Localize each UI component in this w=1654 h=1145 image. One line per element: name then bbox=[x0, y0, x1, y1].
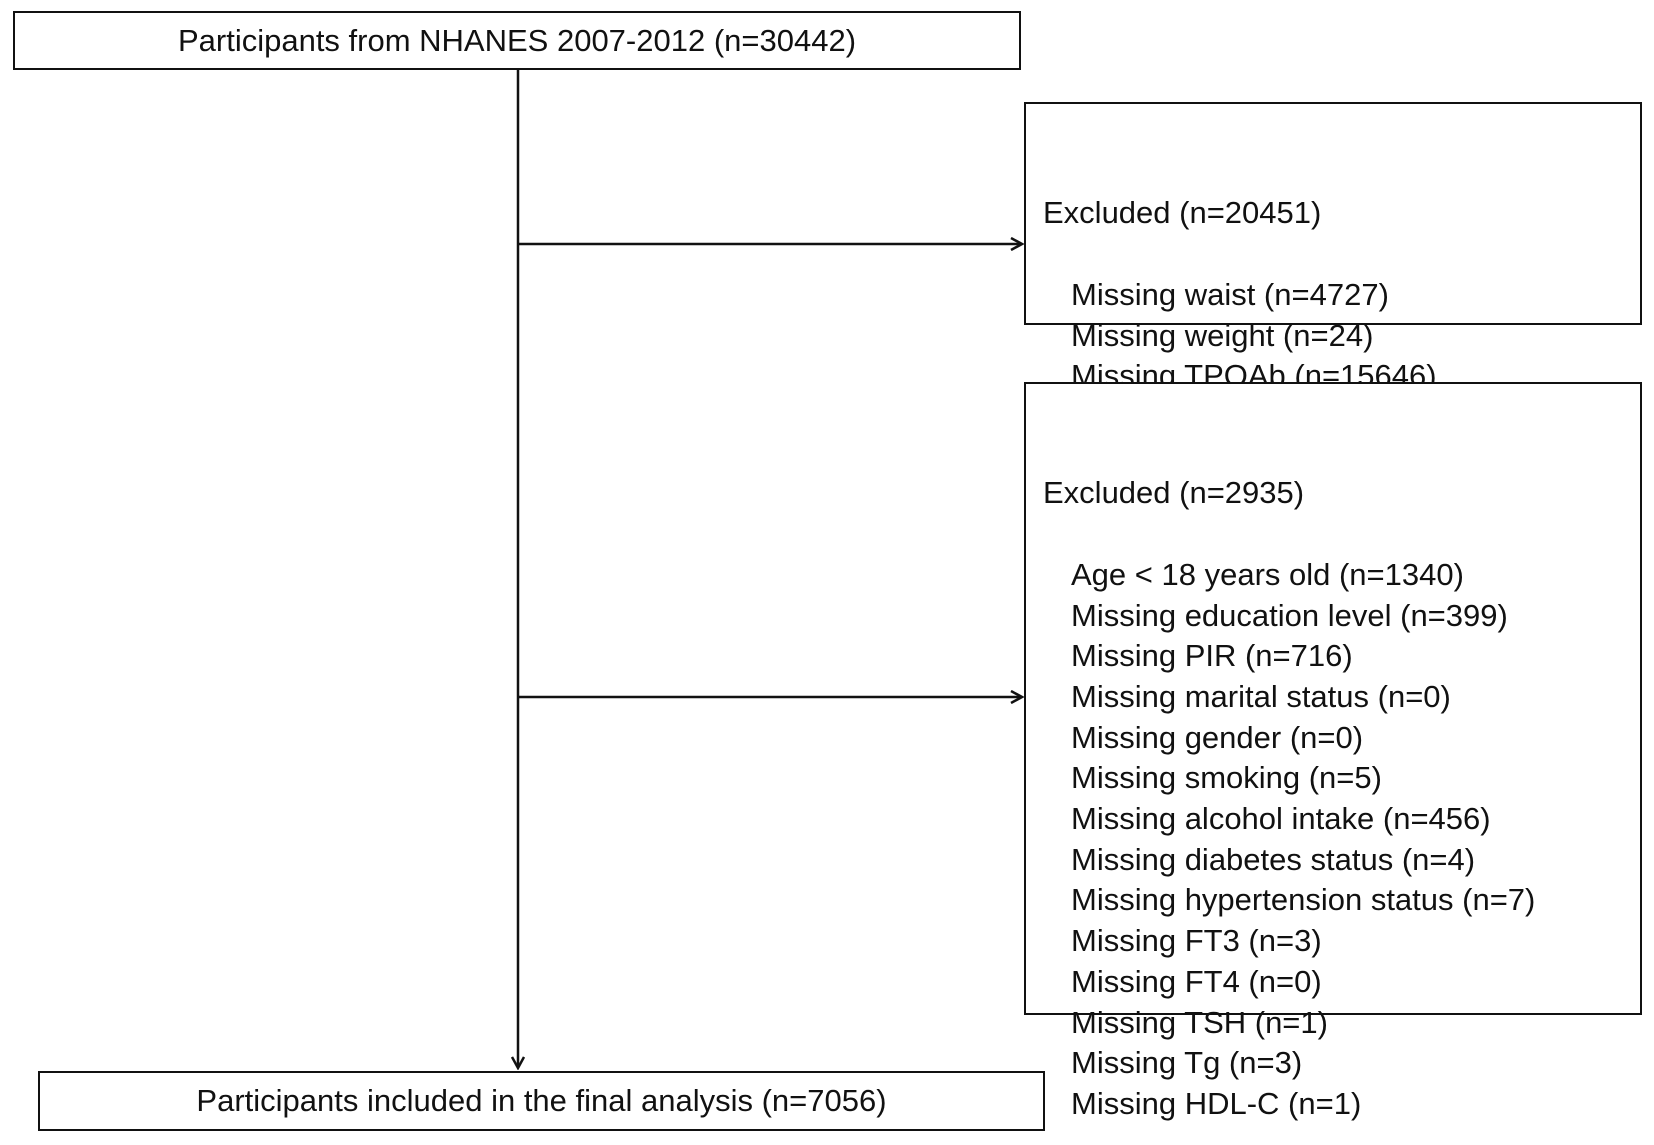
exclusion-title: Excluded (n=20451) bbox=[1043, 195, 1322, 231]
exclusion-box: Excluded (n=2935) Age < 18 years old (n=… bbox=[1024, 382, 1642, 1121]
exclusion-item: Missing PIR (n=716) bbox=[1071, 638, 1353, 674]
exclusion-item: Missing weight (n=24) bbox=[1071, 317, 1374, 353]
exclusion-item: Age < 18 years old (n=1340) bbox=[1071, 556, 1464, 592]
exclusion-item: Missing smoking (n=5) bbox=[1071, 760, 1382, 796]
exclusion-item: Missing education level (n=399) bbox=[1071, 597, 1508, 633]
exclusion-item: Missing gender (n=0) bbox=[1071, 719, 1364, 755]
exclusion-item: Missing diabetes status (n=4) bbox=[1071, 841, 1476, 877]
exclusion-item: Missing Tg (n=3) bbox=[1071, 1045, 1303, 1081]
final-box: Participants included in the final analy… bbox=[38, 1071, 1045, 1131]
exclusion-item: Missing waist (n=4727) bbox=[1071, 276, 1389, 312]
exclusion-item: Missing alcohol intake (n=456) bbox=[1071, 801, 1491, 837]
start-box: Participants from NHANES 2007-2012 (n=30… bbox=[13, 11, 1021, 70]
exclusion-item: Missing marital status (n=0) bbox=[1071, 678, 1451, 714]
exclusion-item: Missing FT3 (n=3) bbox=[1071, 923, 1322, 959]
final-label: Participants included in the final analy… bbox=[196, 1083, 887, 1118]
exclusion-box: Excluded (n=20451) Missing waist (n=4727… bbox=[1024, 102, 1642, 434]
exclusion-item: Missing TSH (n=1) bbox=[1071, 1004, 1328, 1040]
exclusion-item: Missing hypertension status (n=7) bbox=[1071, 882, 1536, 918]
exclusion-item: Missing HDL-C (n=1) bbox=[1071, 1085, 1362, 1121]
start-label: Participants from NHANES 2007-2012 (n=30… bbox=[177, 22, 857, 58]
exclusion-item: Missing FT4 (n=0) bbox=[1071, 963, 1322, 999]
exclusion-title: Excluded (n=2935) bbox=[1043, 475, 1305, 511]
